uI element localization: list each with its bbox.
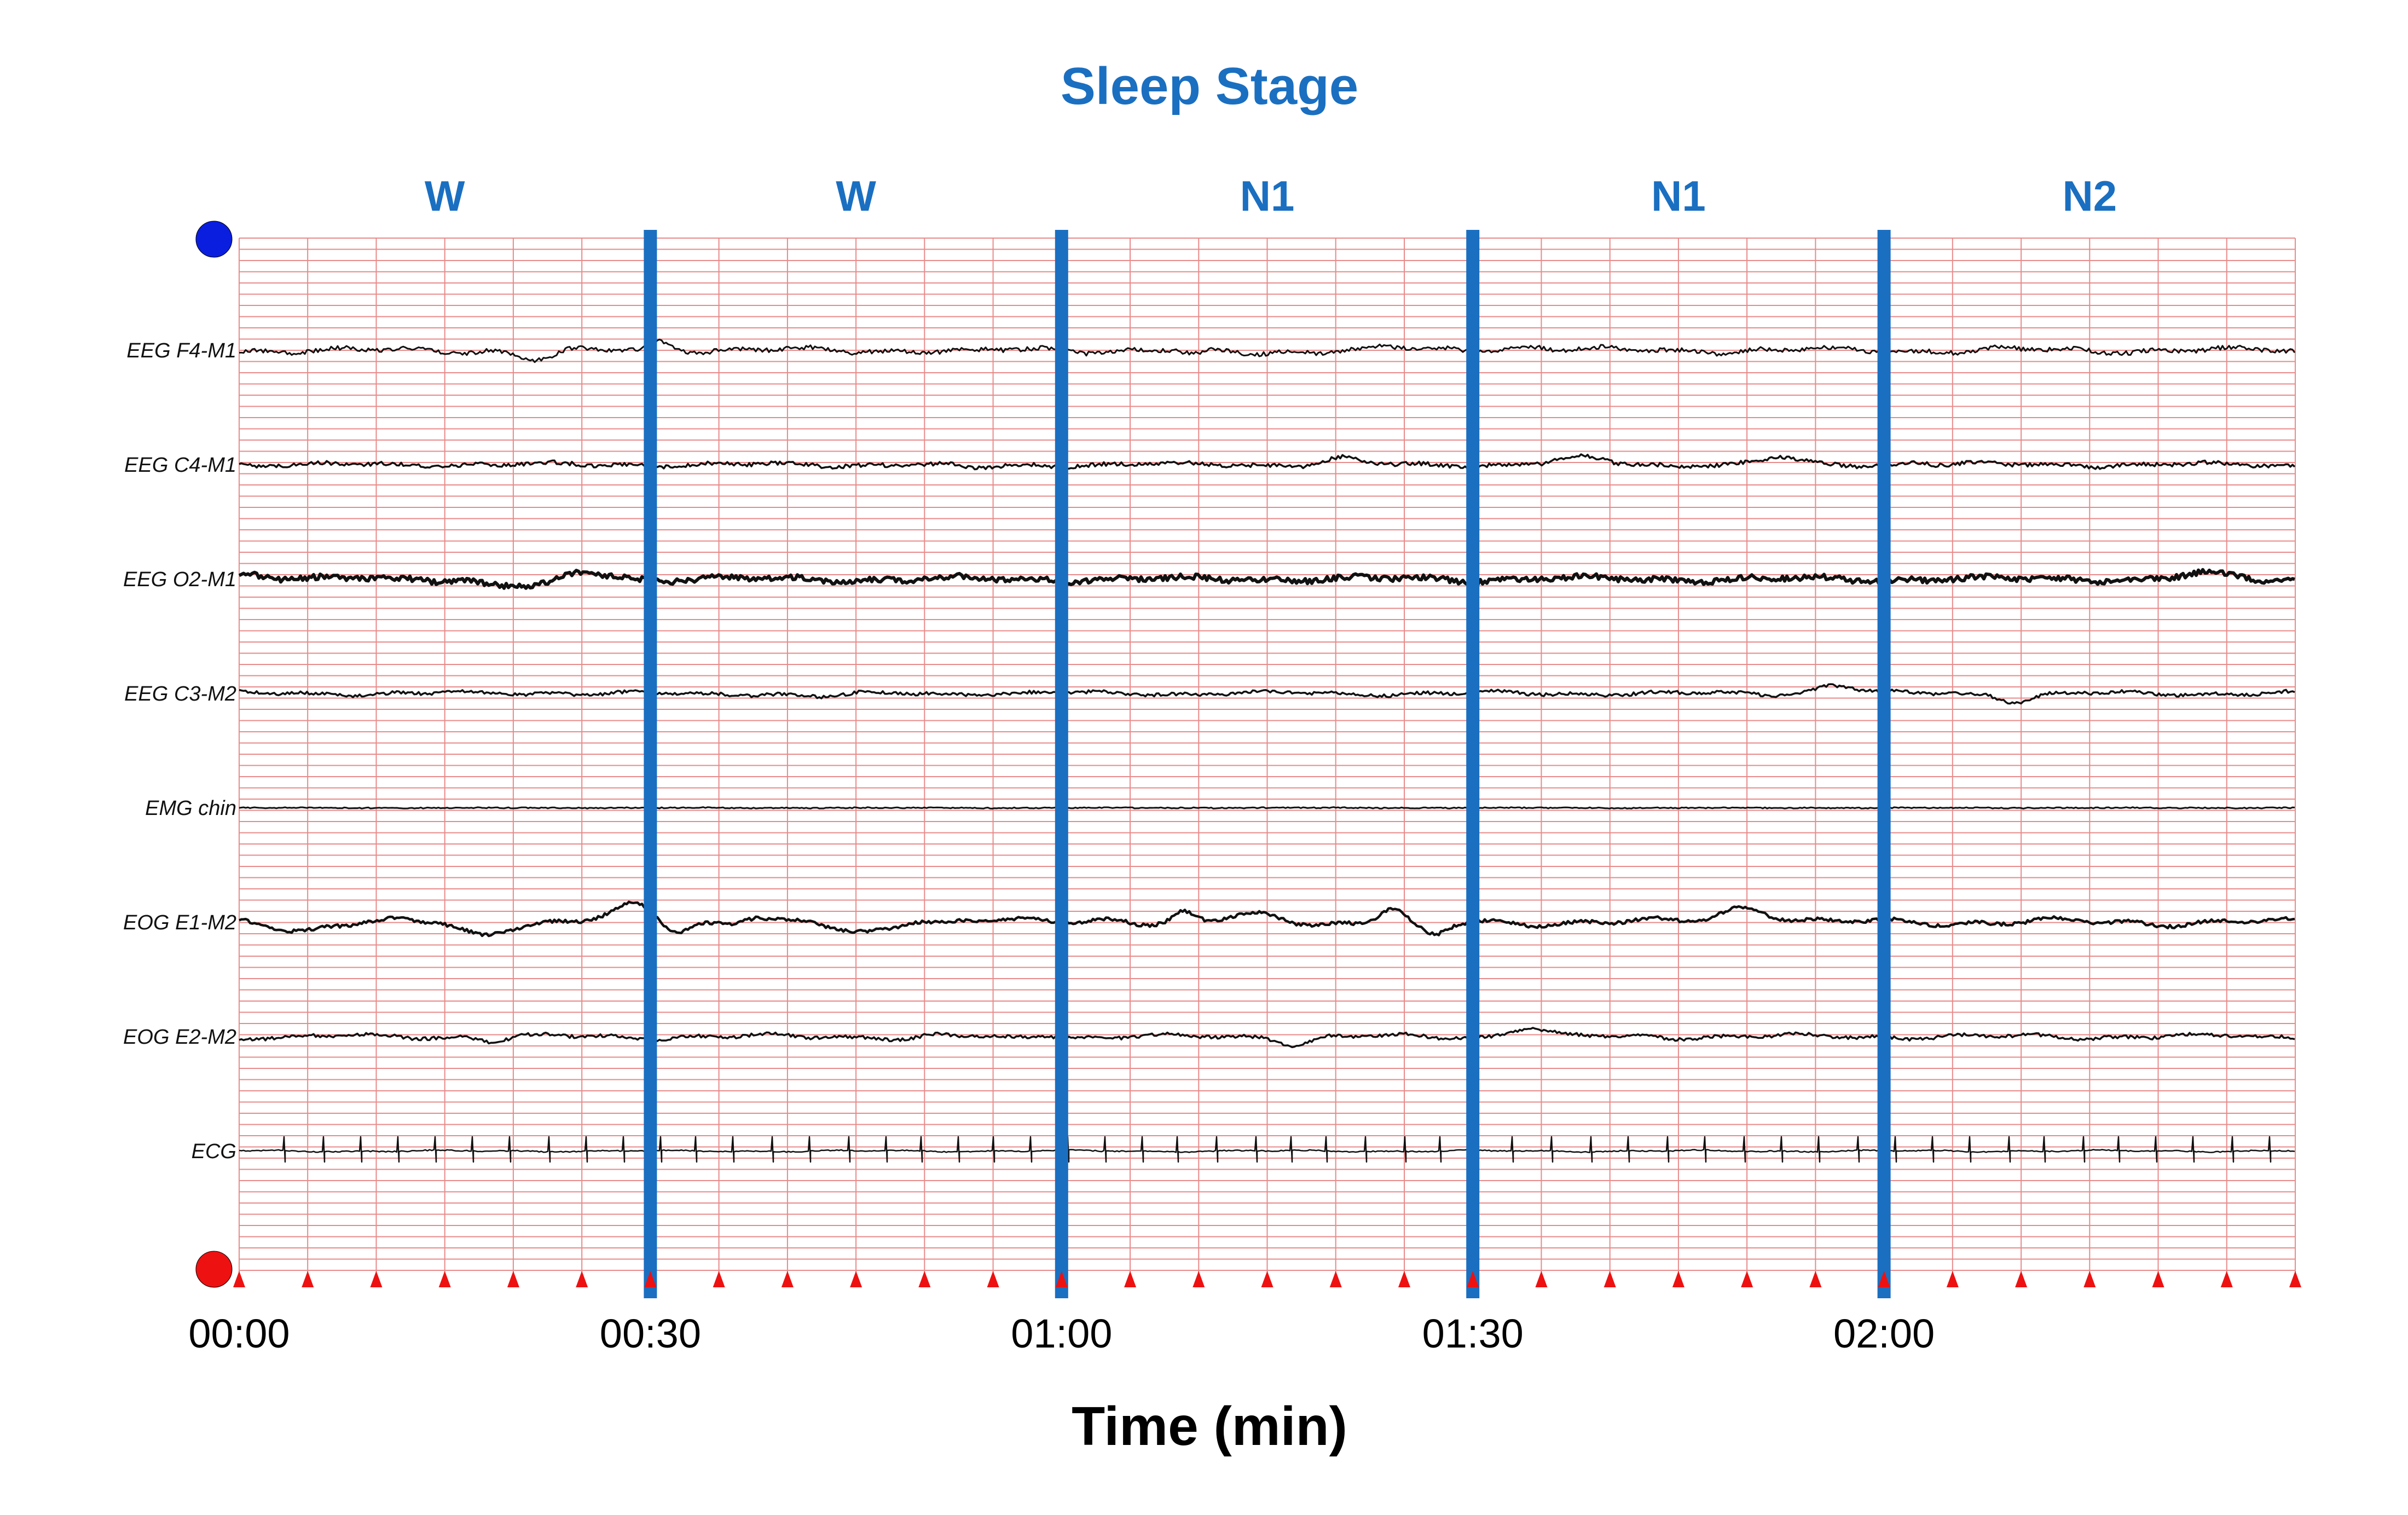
channel-label-eog-e2-m2: EOG E2-M2 xyxy=(123,1026,236,1049)
tick-marker xyxy=(370,1271,383,1287)
tick-marker xyxy=(1741,1271,1753,1287)
x-tick-label: 02:00 xyxy=(1833,1311,1935,1356)
tick-marker xyxy=(1124,1271,1137,1287)
channel-label-emg-chin: EMG chin xyxy=(145,797,236,820)
tick-marker xyxy=(2152,1271,2164,1287)
trace-eeg-c3-m2 xyxy=(239,683,2295,705)
tick-marker xyxy=(576,1271,588,1287)
tick-marker xyxy=(2220,1271,2233,1287)
tick-marker xyxy=(1604,1271,1616,1287)
tick-marker xyxy=(302,1271,314,1287)
channel-label-eeg-c4-m1: EEG C4-M1 xyxy=(124,454,236,477)
tick-marker xyxy=(1398,1271,1410,1287)
x-tick-label: 01:00 xyxy=(1011,1311,1112,1356)
channel-labels: EEG F4-M1 EEG C4-M1 EEG O2-M1 EEG C3-M2 EMG … xyxy=(123,339,236,1163)
grid-lines xyxy=(239,238,2296,1273)
tick-marker xyxy=(781,1271,794,1287)
trace-ecg xyxy=(239,1136,2295,1163)
epoch-boundaries xyxy=(644,230,1891,1298)
grid xyxy=(239,238,2296,1273)
tick-marker xyxy=(1535,1271,1548,1287)
channel-label-eog-e1-m2: EOG E1-M2 xyxy=(123,911,236,934)
tick-marker xyxy=(987,1271,999,1287)
time-markers xyxy=(195,221,2301,1288)
chart-title: Sleep Stage xyxy=(1061,57,1358,115)
channel-label-ecg: ECG xyxy=(192,1140,236,1163)
channel-label-eeg-o2-m1: EEG O2-M1 xyxy=(123,568,236,591)
stage-label: N1 xyxy=(1651,172,1706,220)
tick-marker xyxy=(713,1271,725,1287)
x-tick-label: 00:30 xyxy=(600,1311,701,1356)
tick-marker xyxy=(1193,1271,1205,1287)
tick-marker xyxy=(233,1271,245,1287)
stage-label: W xyxy=(836,172,876,220)
tick-marker xyxy=(1672,1271,1685,1287)
tick-marker xyxy=(1878,1271,1890,1287)
stage-labels: W W N1 N1 N2 xyxy=(425,172,2117,220)
stage-label: N1 xyxy=(1240,172,1295,220)
tick-marker xyxy=(918,1271,931,1287)
trace-eeg-o2-m1 xyxy=(238,568,2295,590)
tick-marker xyxy=(2289,1271,2301,1287)
trace-eeg-c4-m1 xyxy=(239,453,2296,471)
tick-marker xyxy=(2015,1271,2028,1287)
x-tick-label: 01:30 xyxy=(1422,1311,1524,1356)
x-axis-label: Time (min) xyxy=(1072,1396,1347,1457)
channel-label-eeg-f4-m1: EEG F4-M1 xyxy=(126,339,236,362)
channel-label-eeg-c3-m2: EEG C3-M2 xyxy=(124,683,236,706)
trace-eog-e2-m2 xyxy=(239,1027,2295,1049)
bottom-marker-dot xyxy=(195,1251,233,1288)
trace-eog-e1-m2 xyxy=(239,900,2295,938)
trace-emg-chin xyxy=(239,806,2295,809)
tick-marker xyxy=(1946,1271,1959,1287)
tick-marker xyxy=(1055,1271,1068,1287)
top-marker-dot xyxy=(195,221,233,258)
tick-marker xyxy=(644,1271,657,1287)
tick-marker xyxy=(850,1271,863,1287)
tick-marker xyxy=(1809,1271,1822,1287)
tick-marker xyxy=(507,1271,519,1287)
x-tick-labels: 00:00 00:30 01:00 01:30 02:00 xyxy=(188,1311,1935,1356)
tick-marker xyxy=(1261,1271,1274,1287)
tick-marker xyxy=(2083,1271,2096,1287)
tick-marker xyxy=(1329,1271,1342,1287)
trace-eeg-f4-m1 xyxy=(239,338,2296,363)
x-tick-label: 00:00 xyxy=(188,1311,290,1356)
stage-label: W xyxy=(425,172,465,220)
stage-label: N2 xyxy=(2062,172,2117,220)
signal-traces xyxy=(238,338,2296,1163)
tick-marker xyxy=(438,1271,451,1287)
tick-marker xyxy=(1467,1271,1479,1287)
